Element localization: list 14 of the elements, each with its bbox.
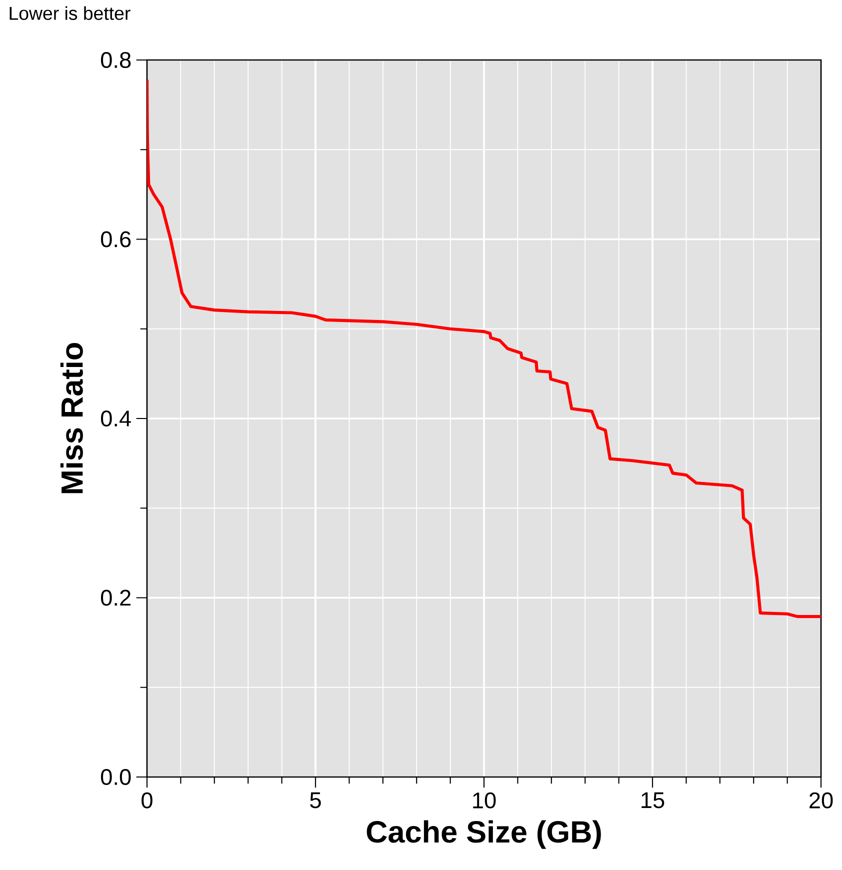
text: Lower is better (10, 6, 130, 20)
y-tick-label: 0.0 (100, 768, 131, 786)
x-tick-label: 15 (642, 792, 664, 808)
y-tick-label: 0.2 (100, 590, 130, 606)
line-series (147, 78, 822, 618)
x-tick-label: 5 (310, 792, 321, 808)
x-tick-label: 0 (142, 792, 152, 808)
y-tick-label: 0.8 (100, 52, 131, 68)
y-tick-label: 0.4 (100, 410, 131, 427)
y-tick-label: 0.6 (100, 231, 131, 248)
y-axis-title: Miss Ratio (60, 343, 83, 494)
x-tick-label: 20 (810, 792, 833, 808)
x-tick-label: 10 (473, 792, 496, 808)
x-axis-title: Cache Size (GB) (366, 820, 601, 849)
